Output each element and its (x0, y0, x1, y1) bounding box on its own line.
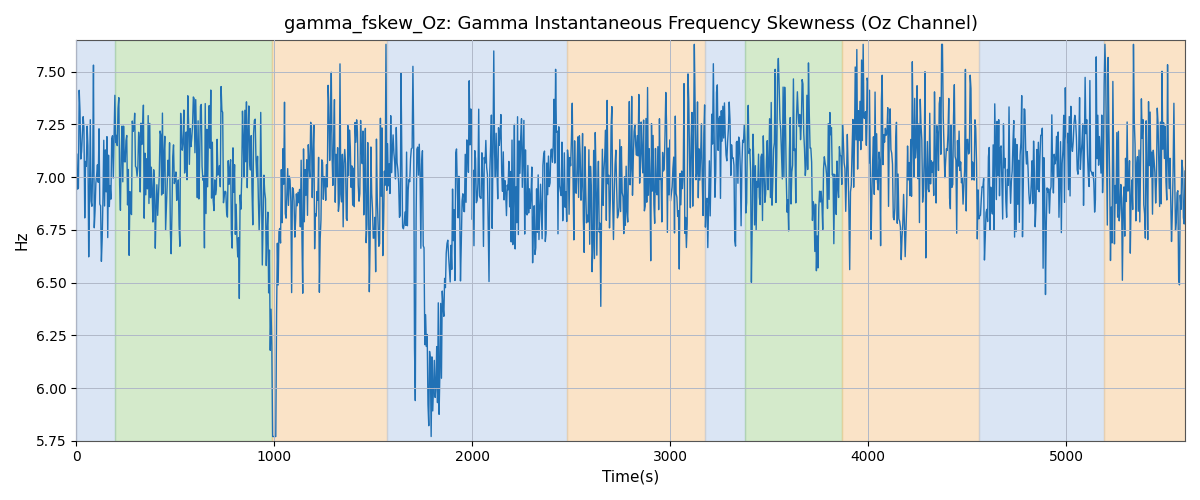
Bar (386, 40, 568, 440)
X-axis label: Time(s): Time(s) (602, 470, 659, 485)
Bar (76, 40, 115, 440)
Bar (704, 40, 745, 440)
Bar (568, 40, 704, 440)
Bar (1104, 40, 1186, 440)
Title: gamma_fskew_Oz: Gamma Instantaneous Frequency Skewness (Oz Channel): gamma_fskew_Oz: Gamma Instantaneous Freq… (283, 15, 978, 34)
Bar (979, 40, 1104, 440)
Bar (115, 40, 272, 440)
Bar (842, 40, 979, 440)
Bar (272, 40, 386, 440)
Y-axis label: Hz: Hz (14, 230, 30, 250)
Bar (745, 40, 842, 440)
